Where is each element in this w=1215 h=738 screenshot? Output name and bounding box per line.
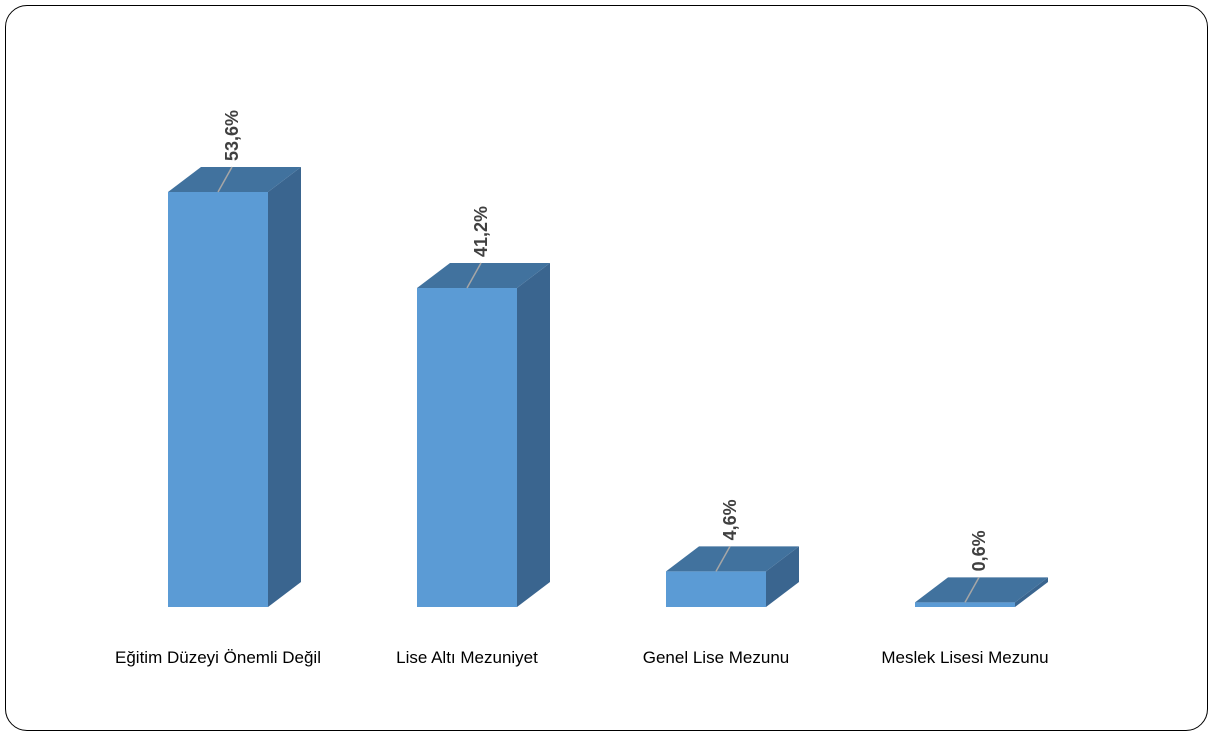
bar-top-3	[666, 546, 799, 572]
data-label-1: 53,6%	[222, 110, 242, 161]
bar-2	[417, 288, 517, 607]
data-label-3: 4,6%	[720, 499, 740, 540]
category-label-4: Meslek Lisesi Mezunu	[881, 648, 1049, 667]
data-label-leader-4	[964, 576, 980, 603]
bar-1	[168, 192, 268, 607]
category-label-1: Eğitim Düzeyi Önemli Değil	[115, 648, 321, 667]
bar-side-3	[766, 546, 799, 607]
data-label-4: 0,6%	[969, 530, 989, 571]
data-label-leader-1	[217, 166, 233, 193]
bar-4	[915, 602, 1015, 607]
data-label-leader-3	[715, 546, 731, 572]
data-label-2: 41,2%	[471, 206, 491, 257]
bar-top-2	[417, 263, 550, 289]
bar-side-4	[1015, 577, 1048, 607]
bar-side-1	[268, 167, 301, 607]
bar-3	[666, 571, 766, 607]
data-label-leader-2	[466, 262, 482, 289]
category-label-2: Lise Altı Mezuniyet	[396, 648, 538, 667]
bar-top-4	[915, 577, 1048, 603]
bar-side-2	[517, 263, 550, 607]
category-label-3: Genel Lise Mezunu	[642, 648, 790, 667]
bar-top-1	[168, 167, 301, 192]
